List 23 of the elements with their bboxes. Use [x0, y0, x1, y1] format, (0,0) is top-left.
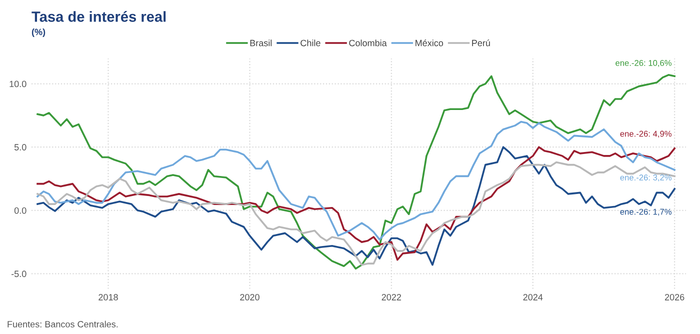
- chart-title: Tasa de interés real: [32, 11, 166, 22]
- legend-label: México: [416, 40, 444, 46]
- x-tick-label: 2022: [382, 294, 401, 300]
- x-tick-label: 2026: [664, 294, 684, 300]
- y-tick-label: -5.0: [11, 270, 26, 278]
- x-tick-label: 2020: [240, 294, 260, 300]
- annotation: ene.-26: 10,6%: [616, 60, 672, 67]
- y-tick-label: 0.0: [14, 207, 26, 214]
- legend-label: Perú: [472, 40, 490, 46]
- y-tick-label: 5.0: [14, 144, 26, 150]
- source-note: Fuentes: Bancos Centrales.: [8, 320, 118, 328]
- annotation: ene.-26: 1,7%: [620, 208, 672, 216]
- chart-subtitle: (%): [32, 28, 46, 37]
- legend-label: Chile: [300, 40, 320, 46]
- legend-label: Brasil: [250, 40, 272, 46]
- annotation: ene.-26: 3,2%: [620, 174, 672, 182]
- x-tick-label: 2018: [98, 294, 118, 300]
- line-series: [36, 120, 676, 240]
- x-tick-label: 2024: [523, 294, 543, 300]
- line-series: [36, 74, 676, 270]
- annotation: ene.-26: 4,9%: [620, 130, 672, 138]
- legend-label: Colombia: [349, 40, 387, 46]
- y-tick-label: 10.0: [10, 80, 26, 88]
